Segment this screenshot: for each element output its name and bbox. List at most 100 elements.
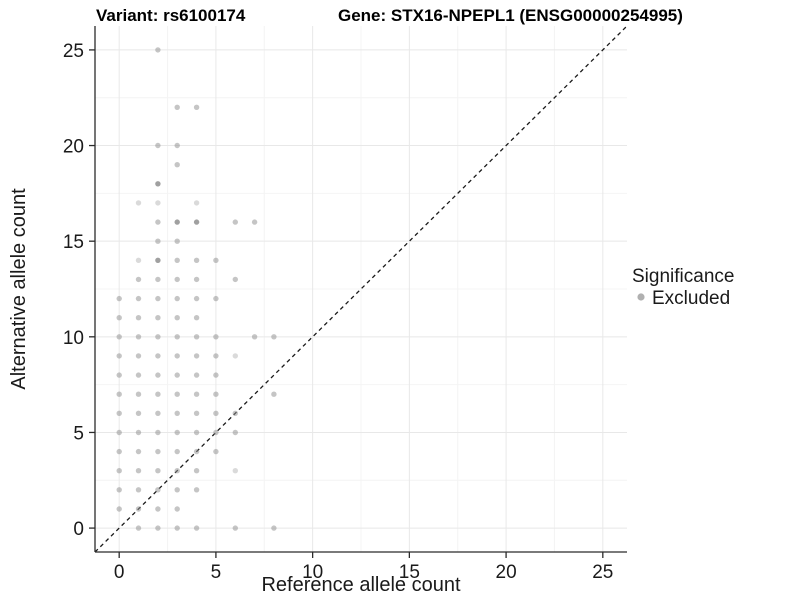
data-point [193, 257, 200, 263]
data-point [155, 142, 161, 149]
x-tick-label: 20 [496, 562, 517, 583]
data-point [155, 200, 161, 206]
data-point [193, 410, 200, 416]
data-point [135, 353, 142, 359]
data-point [174, 295, 180, 302]
legend: Significance Excluded [632, 266, 734, 309]
data-point [135, 334, 142, 340]
data-point [116, 315, 122, 321]
data-point [193, 372, 200, 378]
data-point [213, 429, 219, 436]
data-point [116, 295, 122, 302]
x-axis-title: Reference allele count [261, 574, 460, 596]
variant-title: Variant: rs6100174 [96, 6, 246, 25]
data-point [174, 257, 180, 263]
identity-line [94, 25, 628, 553]
data-point [155, 372, 161, 378]
data-point [135, 506, 142, 512]
data-point [271, 525, 277, 531]
data-point [135, 295, 142, 302]
data-point [155, 391, 161, 397]
data-point [155, 238, 161, 244]
data-point [213, 295, 219, 302]
y-tick-label: 15 [63, 232, 84, 253]
data-point [155, 181, 161, 187]
data-point [135, 448, 142, 455]
legend-item-label: Excluded [652, 288, 730, 309]
x-tick-label: 5 [211, 562, 222, 583]
data-point [135, 468, 142, 474]
data-point [116, 468, 122, 474]
data-point [155, 468, 161, 474]
data-point [232, 410, 238, 416]
data-point [116, 487, 122, 493]
data-point [251, 334, 258, 340]
data-point [116, 410, 122, 416]
data-point [135, 315, 142, 321]
data-point [155, 315, 161, 321]
data-point [155, 219, 161, 225]
data-point [155, 276, 161, 283]
x-tick-label: 25 [592, 562, 613, 583]
tick-labels: 0 5 10 15 20 25 0 5 10 15 20 25 [63, 41, 614, 583]
x-tick-label: 0 [114, 562, 125, 583]
data-point [174, 334, 180, 340]
data-point [193, 448, 200, 455]
data-point [155, 353, 161, 359]
data-point [155, 429, 161, 436]
data-point [213, 334, 219, 340]
excluded-legend-dot-icon [637, 293, 645, 301]
data-point [213, 372, 219, 378]
data-point [155, 448, 161, 455]
data-point [193, 276, 200, 283]
data-point [213, 448, 219, 455]
data-point [116, 429, 122, 436]
data-point [193, 525, 200, 531]
data-point [193, 104, 200, 111]
data-point [116, 506, 122, 512]
data-point [174, 219, 180, 225]
legend-title: Significance [632, 266, 734, 287]
data-point [155, 257, 161, 263]
data-point [193, 295, 200, 302]
y-tick-label: 0 [73, 519, 84, 540]
data-point [174, 525, 180, 531]
data-point [271, 334, 277, 340]
data-point [174, 410, 180, 416]
data-point [174, 315, 180, 321]
data-point [213, 257, 219, 263]
y-tick-label: 25 [63, 41, 84, 62]
data-point [155, 506, 161, 512]
data-point [193, 468, 200, 474]
data-point [232, 219, 238, 225]
data-point [155, 487, 161, 493]
data-point [193, 391, 200, 397]
data-point [232, 468, 238, 474]
gridlines [95, 26, 627, 552]
data-point [193, 219, 200, 225]
data-point [135, 410, 142, 416]
data-point [193, 429, 200, 436]
y-tick-label: 10 [63, 328, 84, 349]
data-point [174, 353, 180, 359]
data-point [135, 257, 142, 263]
data-point [135, 200, 142, 206]
data-point [155, 47, 161, 53]
axis-lines-and-ticks [89, 26, 627, 558]
data-point [135, 391, 142, 397]
data-point [232, 429, 238, 436]
data-point [174, 391, 180, 397]
data-point [193, 353, 200, 359]
data-point [116, 448, 122, 455]
data-point [232, 276, 238, 283]
data-point [155, 295, 161, 302]
gene-title: Gene: STX16-NPEPL1 (ENSG00000254995) [338, 6, 683, 25]
data-point [232, 525, 238, 531]
data-point [174, 142, 180, 149]
data-point [135, 372, 142, 378]
identity-dashed-line [94, 25, 628, 553]
data-point [135, 525, 142, 531]
x-tick-label: 15 [399, 562, 420, 583]
data-point [155, 410, 161, 416]
